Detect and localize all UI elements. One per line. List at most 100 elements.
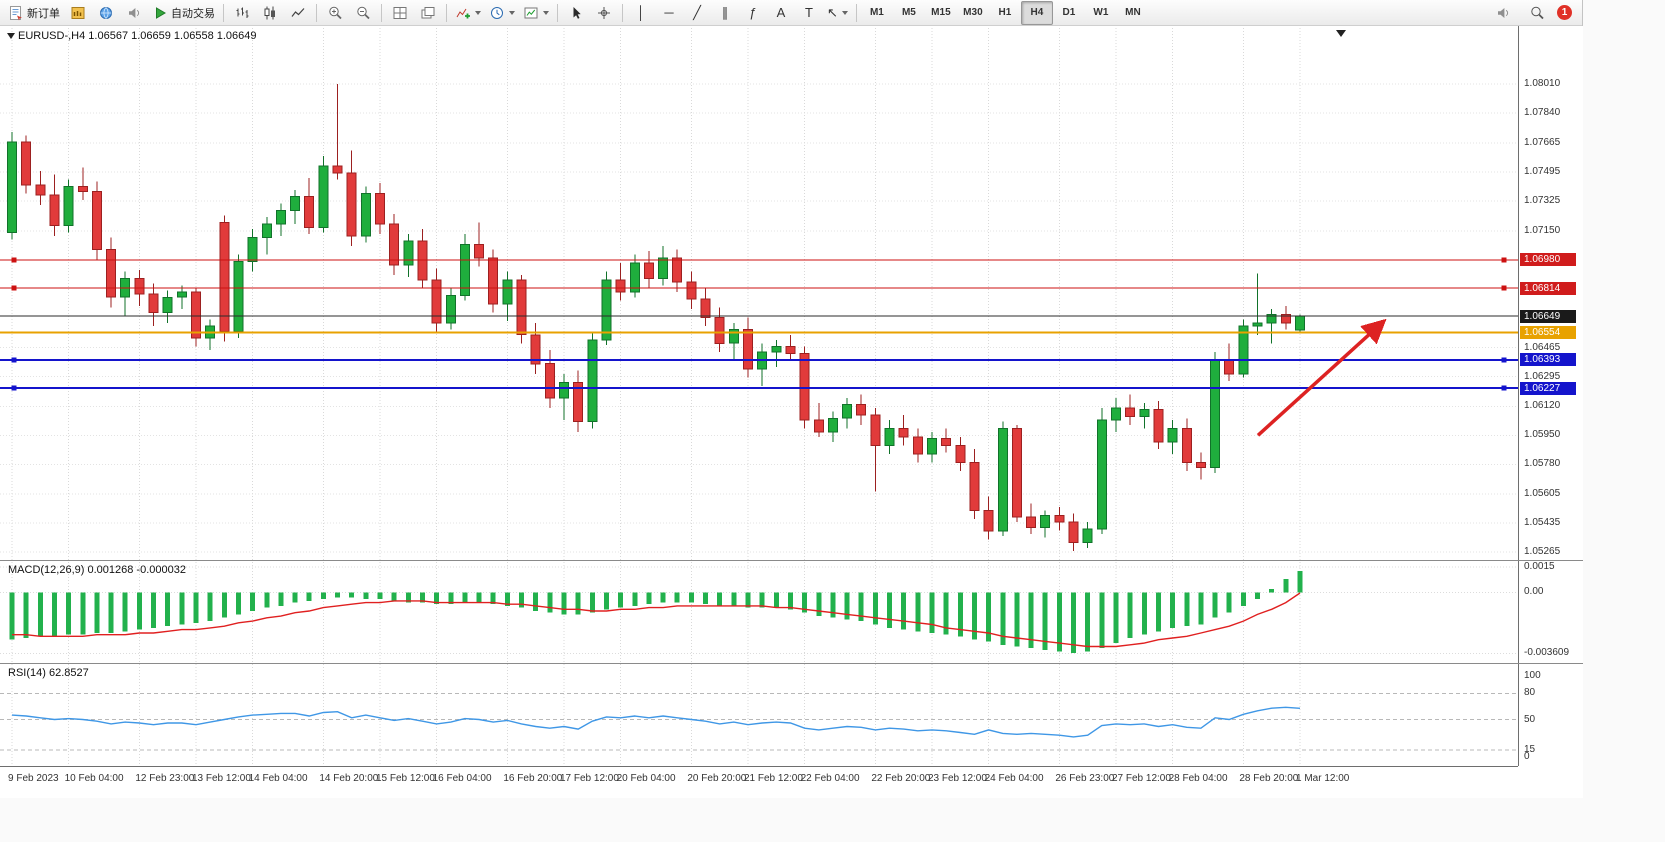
- price-axis-label: 1.06465: [1524, 341, 1561, 353]
- new-order-button[interactable]: 新订单: [4, 1, 64, 25]
- text-label-button[interactable]: T: [795, 1, 823, 25]
- bars-chart-button[interactable]: [228, 1, 256, 25]
- toolbar-separator: [557, 3, 558, 22]
- tf-h1-label: H1: [998, 7, 1012, 18]
- time-axis-label: 24 Feb 04:00: [984, 773, 1044, 784]
- gold-chart-icon: [70, 5, 86, 21]
- line-chart-button[interactable]: [284, 1, 312, 25]
- chart-symbol-period: EURUSD-,H4: [18, 30, 86, 42]
- tf-m1-label: M1: [869, 7, 884, 18]
- arrows-button[interactable]: ↖: [823, 1, 852, 25]
- macd-signal-line: [12, 592, 1301, 648]
- dropdown-caret-icon: [543, 10, 549, 15]
- market-watch-button[interactable]: [92, 1, 120, 25]
- sound-icon: [126, 5, 142, 21]
- toolbar-separator: [446, 3, 447, 22]
- toolbar-separator: [316, 3, 317, 22]
- macd-axis-label: 0.00: [1524, 586, 1544, 598]
- zoom-in-button[interactable]: [321, 1, 349, 25]
- tf-mn[interactable]: MN: [1117, 1, 1149, 25]
- periods-button[interactable]: [485, 1, 519, 25]
- tf-h4[interactable]: H4: [1020, 0, 1053, 25]
- sound-button[interactable]: [1489, 1, 1517, 25]
- horizontal-lines: [0, 257, 1518, 391]
- horizontal-line-button[interactable]: ─: [655, 1, 683, 25]
- rsi-indicator-value: 62.8527: [48, 667, 89, 679]
- candles-icon: [262, 5, 278, 21]
- cascade-icon: [420, 5, 436, 21]
- bars-icon: [234, 5, 250, 21]
- time-axis-label: 21 Feb 12:00: [743, 773, 803, 784]
- zoom-out-button[interactable]: [349, 1, 377, 25]
- time-axis[interactable]: 9 Feb 2023 10 Feb 04:00 12 Feb 23:00 13 Feb…: [0, 766, 1518, 796]
- chart-shift-marker[interactable]: [1336, 30, 1346, 37]
- chart-plot-area[interactable]: [0, 26, 1518, 766]
- time-axis-label: 22 Feb 04:00: [800, 773, 860, 784]
- time-axis-label: 14 Feb 20:00: [319, 773, 379, 784]
- crosshair-button[interactable]: [590, 1, 618, 25]
- tf-w1[interactable]: W1: [1085, 1, 1117, 25]
- macd-title: MACD(12,26,9) 0.001268 -0.000032: [8, 564, 186, 576]
- price-badge: 1.06227: [1520, 381, 1576, 395]
- rsi-title: RSI(14) 62.8527: [8, 667, 89, 679]
- text-button[interactable]: A: [767, 1, 795, 25]
- price-axis-label: 1.05435: [1524, 517, 1561, 529]
- candles-chart-button[interactable]: [256, 1, 284, 25]
- text-button-icon: A: [776, 4, 786, 20]
- trendline-button[interactable]: ╱: [683, 1, 711, 25]
- pane-splitter-macd[interactable]: [0, 560, 1583, 561]
- charts-button[interactable]: [64, 1, 92, 25]
- toolbar-separator: [622, 3, 623, 22]
- time-axis-label: 16 Feb 04:00: [432, 773, 492, 784]
- chart-ohlc-values: 1.06567 1.06659 1.06558 1.06649: [88, 30, 257, 42]
- tf-m1[interactable]: M1: [861, 1, 893, 25]
- alerts-button[interactable]: [120, 1, 148, 25]
- new-order-icon: [8, 5, 24, 21]
- rsi-axis-label: 100: [1524, 670, 1541, 681]
- search-button[interactable]: [1523, 1, 1551, 25]
- add-indicator-button[interactable]: [451, 1, 485, 25]
- tf-m15[interactable]: M15: [925, 1, 957, 25]
- price-axis[interactable]: 1.08010 1.07840 1.07665 1.07495 1.07325 1.071…: [1518, 26, 1583, 766]
- rsi-axis-label: 50: [1524, 713, 1536, 725]
- cursor-button[interactable]: [562, 1, 590, 25]
- tf-m15-label: M15: [931, 7, 951, 18]
- autotrade-button-label: 自动交易: [171, 7, 215, 20]
- autotrade-button[interactable]: 自动交易: [148, 1, 219, 25]
- price-badge: 1.06393: [1520, 353, 1576, 367]
- rsi-indicator-name: RSI(14): [8, 667, 46, 679]
- templates-button[interactable]: [519, 1, 553, 25]
- time-axis-label: 10 Feb 04:00: [64, 773, 124, 784]
- pane-splitter-rsi[interactable]: [0, 663, 1583, 664]
- tf-m30[interactable]: M30: [957, 1, 989, 25]
- toolbar-separator: [223, 3, 224, 22]
- price-axis-label: 1.07150: [1524, 224, 1561, 236]
- macd-indicator-name: MACD(12,26,9): [8, 564, 85, 576]
- toolbar-separator: [855, 3, 857, 22]
- time-axis-label: 17 Feb 12:00: [559, 773, 619, 784]
- candlestick-series: [7, 84, 1305, 552]
- fibonacci-button[interactable]: ƒ: [739, 1, 767, 25]
- rsi-line: [11, 706, 1301, 738]
- dropdown-caret-icon: [475, 10, 481, 15]
- channel-button[interactable]: ∥: [711, 1, 739, 25]
- price-badge: 1.06814: [1520, 281, 1576, 295]
- time-axis-label: 16 Feb 20:00: [503, 773, 563, 784]
- notification-badge[interactable]: 1: [1557, 5, 1572, 20]
- time-axis-label: 14 Feb 04:00: [248, 773, 308, 784]
- tf-d1[interactable]: D1: [1053, 1, 1085, 25]
- one-click-trading-toggle[interactable]: [7, 33, 15, 39]
- tile-windows-button[interactable]: [386, 1, 414, 25]
- cascade-windows-button[interactable]: [414, 1, 442, 25]
- tf-h1[interactable]: H1: [989, 1, 1021, 25]
- vertical-line-button[interactable]: │: [627, 1, 655, 25]
- zoom-in-icon: [327, 5, 343, 21]
- price-axis-label: 1.08010: [1524, 78, 1561, 90]
- main-toolbar: 新订单 自动交易 │ ─ ╱ ∥ ƒ A T ↖ M1 M5 M15 M30 H1 H4 D1 W1 MN 1: [0, 0, 1582, 26]
- cursor-icon: [568, 5, 584, 21]
- price-axis-label: 1.05265: [1524, 546, 1561, 558]
- price-axis-label: 1.07495: [1524, 166, 1561, 177]
- indicator-icon: [455, 5, 471, 21]
- tf-m5[interactable]: M5: [893, 1, 925, 25]
- time-axis-label: 28 Feb 20:00: [1239, 773, 1299, 784]
